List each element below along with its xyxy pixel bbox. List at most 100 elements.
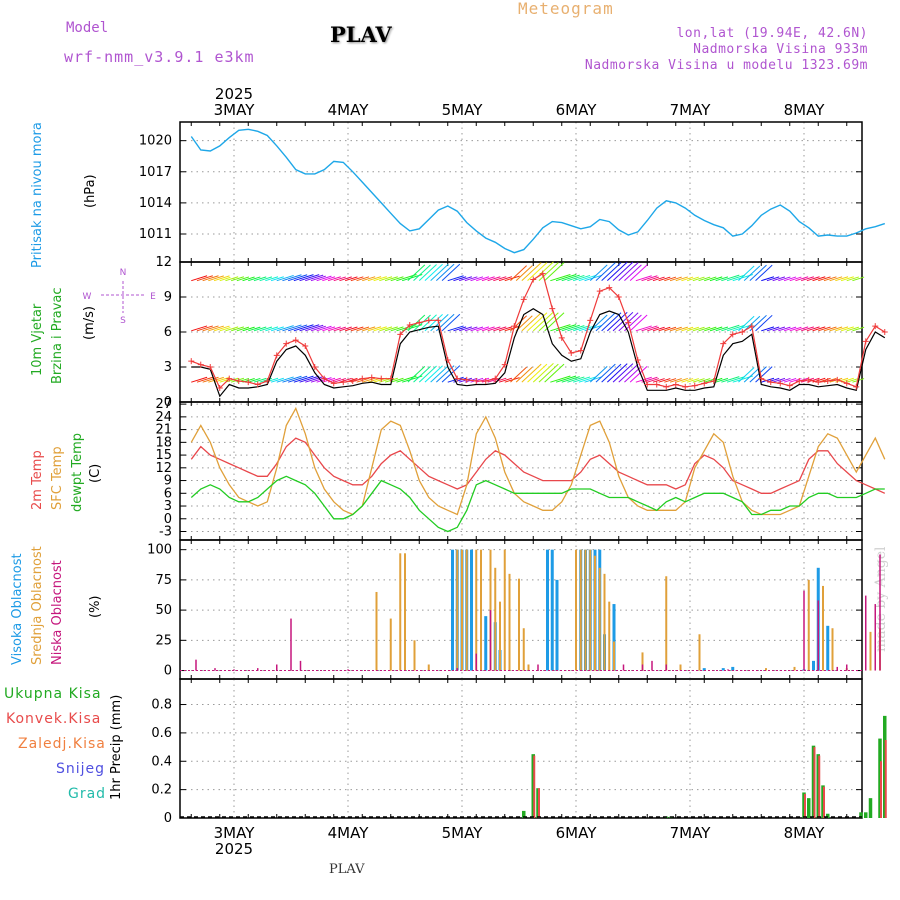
wind-vector [669,276,682,282]
wind-vector [783,377,797,383]
wind-vector [493,276,507,282]
wind-vector [219,276,231,282]
cloud-mid-bar [665,576,668,671]
wind-vector [801,276,815,282]
wind-vector [647,326,660,332]
cloud-low-bar [803,590,805,671]
wind-vector [242,326,255,332]
day-label-bottom: 4MAY [328,824,370,842]
wind-vector [373,326,387,332]
wind-vector [829,276,843,282]
wind-vector [253,326,267,332]
wind-gust-marker [653,381,660,388]
compass-e: E [150,292,156,302]
wind-gust-marker [815,379,822,386]
wind-vector [612,261,634,282]
wind-vector [196,275,213,282]
wind-vector [282,274,302,282]
wind-vector [379,276,393,282]
wind-vector [823,326,837,332]
wind-vector [253,276,267,282]
wind-vector [350,276,364,282]
wind-gust-marker [387,375,394,382]
wind-gust-marker [368,374,375,381]
wind-vector [635,325,652,332]
wind-gust-marker [777,380,784,387]
wind-gust-marker [378,375,385,382]
panel-frame-precip [179,678,863,819]
wind-vector [675,326,688,332]
temp-dewpt-line [190,475,885,533]
y-tick-label: 9 [164,474,172,489]
wind-vector [288,375,308,383]
wind-vector [345,326,358,332]
wind-vector [390,326,404,332]
y-tick-label: 12 [155,461,172,476]
y-tick-label: 50 [155,603,172,618]
cloud-mid-bar [594,555,596,671]
wind-vector [709,326,723,332]
wind-vector [208,325,224,332]
wind-vector [333,326,346,332]
wind-vector [196,376,213,383]
wind-vector [481,326,495,332]
cloud-high-bar [451,549,454,671]
wind-vector [538,262,559,282]
wind-gust-marker [188,358,195,365]
wind-vector [658,326,671,332]
wind-vector [601,262,622,282]
wind-vector [356,377,370,383]
wind-vector [721,274,740,282]
wind-gust-marker [482,378,489,384]
wind-vector [761,276,775,282]
wind-vector [573,274,591,282]
cloud-low-bar [233,669,235,671]
y-tick-label: 0 [164,395,172,410]
wind-vector [413,365,431,383]
wind-vector [635,376,652,383]
wind-vector [589,365,608,383]
wind-vector [367,326,382,332]
wind-vector [704,276,717,282]
wind-vector [527,262,548,282]
wind-vector [755,366,773,383]
wind-vector [629,314,648,332]
cloud-mid-bar [413,640,416,671]
wind-vector [795,276,809,282]
wind-vector [629,365,648,383]
wind-vector [846,326,859,332]
wind-vector [641,275,658,282]
wind-vector [538,312,559,332]
wind-vector [709,276,723,282]
wind-vector [675,276,688,282]
wind-vector [470,377,484,383]
wind-gust-marker [758,375,765,382]
wind-gust-marker [663,383,670,390]
wind-vector [339,377,352,383]
cloud-low-bar [622,664,625,671]
cloud-mid-bar [494,567,497,671]
wind-vector [293,324,314,332]
wind-gust-marker [634,357,641,363]
y-tick-label: 0 [164,664,172,679]
model-name: wrf-nmm_v3.9.1 e3km [64,48,255,66]
y-tick-label: 75 [155,573,172,588]
wind-vector [852,276,865,282]
wind-vector [618,262,639,282]
wind-vector [384,326,398,332]
wind-vector [772,276,786,282]
y-tick-label: 1017 [139,165,172,180]
cloud-high-bar [812,660,815,671]
wind-vector [436,263,455,282]
precip-total-bar [859,812,863,818]
cloud-mid-bar [679,664,682,671]
wind-vector [407,264,426,282]
wind-gust-marker [805,376,812,383]
wind-gust-marker [359,375,366,382]
wind-vector [658,378,671,383]
cloud-mid-bar [465,549,468,671]
station-title: PLAV [330,22,392,47]
wind-gust-marker [710,378,717,384]
wind-vector [812,276,826,282]
